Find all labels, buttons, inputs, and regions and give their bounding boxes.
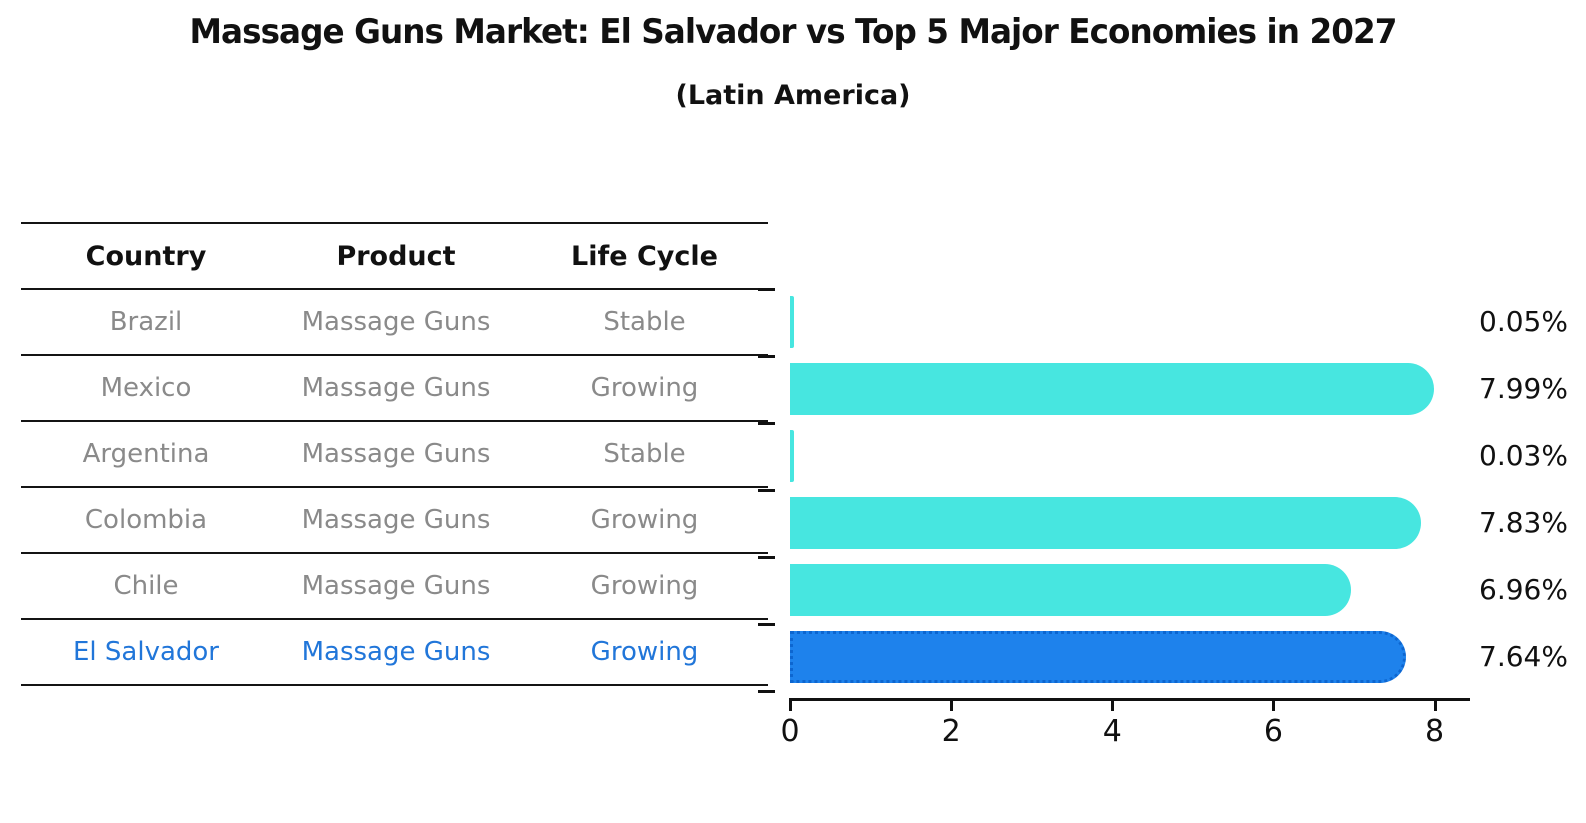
cell-country: Brazil (109, 307, 183, 337)
table-row-chile: Chile Massage Guns Growing (21, 554, 768, 620)
col-header-product: Product (336, 240, 456, 272)
cell-life-cycle: Growing (590, 637, 699, 667)
y-axis-tick (758, 422, 775, 425)
bar-row-el-salvador (790, 623, 1470, 690)
bar-colombia (790, 496, 1421, 549)
value-label-el-salvador: 7.64% (1479, 640, 1568, 673)
bar-el-salvador (790, 630, 1406, 683)
bar-row-mexico (790, 355, 1470, 422)
cell-life-cycle: Growing (590, 373, 699, 403)
cell-country: Colombia (84, 505, 208, 535)
chart-title: Massage Guns Market: El Salvador vs Top … (189, 12, 1398, 52)
x-axis-tick (1111, 698, 1115, 711)
table-row-brazil: Brazil Massage Guns Stable (21, 290, 768, 356)
cell-product: Massage Guns (301, 307, 491, 337)
bar-brazil (790, 295, 795, 348)
table-row-colombia: Colombia Massage Guns Growing (21, 488, 768, 554)
bar-rows (790, 288, 1470, 690)
cell-country: El Salvador (73, 637, 219, 667)
value-label-brazil: 0.05% (1479, 305, 1568, 338)
table-row-el-salvador: El Salvador Massage Guns Growing (21, 620, 768, 684)
cell-country: Argentina (82, 439, 210, 469)
bar-row-chile (790, 556, 1470, 623)
cell-life-cycle: Growing (590, 571, 699, 601)
col-header-life-cycle: Life Cycle (571, 240, 718, 272)
x-axis-tick (789, 698, 792, 711)
country-table: Country Product Life Cycle Brazil Massag… (21, 222, 768, 686)
y-axis-tick (758, 690, 775, 693)
cell-country: Chile (113, 571, 179, 601)
bar-row-brazil (790, 288, 1470, 355)
cell-life-cycle: Stable (603, 439, 686, 469)
cell-product: Massage Guns (301, 637, 491, 667)
x-axis-tick-label: 8 (1425, 714, 1445, 749)
x-axis-tick (1272, 698, 1276, 711)
table-row-argentina: Argentina Massage Guns Stable (21, 422, 768, 488)
table-header-row: Country Product Life Cycle (21, 224, 768, 290)
x-axis-tick-label: 6 (1263, 714, 1283, 749)
value-label-colombia: 7.83% (1479, 506, 1568, 539)
cell-product: Massage Guns (301, 439, 491, 469)
bar-chile (790, 563, 1351, 616)
y-axis-tick (758, 556, 775, 559)
cell-product: Massage Guns (301, 571, 491, 601)
bar-plot-area: 0 2 4 6 8 (758, 288, 1470, 749)
value-labels: 0.05% 7.99% 0.03% 7.83% 6.96% 7.64% (1479, 288, 1584, 690)
value-label-mexico: 7.99% (1479, 372, 1568, 405)
y-axis-tick (758, 623, 775, 626)
y-axis-tick (758, 355, 775, 358)
cell-life-cycle: Stable (603, 307, 686, 337)
bar-row-argentina (790, 422, 1470, 489)
value-label-chile: 6.96% (1479, 573, 1568, 606)
x-axis-tick (1433, 698, 1437, 711)
x-axis-tick-label: 0 (780, 714, 800, 749)
y-axis-tick (758, 489, 775, 492)
col-header-country: Country (85, 240, 207, 272)
x-axis-tick-label: 4 (1102, 714, 1122, 749)
bar-row-colombia (790, 489, 1470, 556)
cell-product: Massage Guns (301, 373, 491, 403)
cell-life-cycle: Growing (590, 505, 699, 535)
bar-argentina (790, 429, 794, 482)
cell-country: Mexico (100, 373, 192, 403)
bar-mexico (790, 362, 1434, 415)
cell-product: Massage Guns (301, 505, 491, 535)
x-axis-tick (950, 698, 954, 711)
table-row-mexico: Mexico Massage Guns Growing (21, 356, 768, 422)
chart-subtitle: (Latin America) (675, 80, 911, 111)
y-axis-tick (758, 288, 775, 291)
value-label-argentina: 0.03% (1479, 439, 1568, 472)
x-axis-tick-label: 2 (941, 714, 961, 749)
